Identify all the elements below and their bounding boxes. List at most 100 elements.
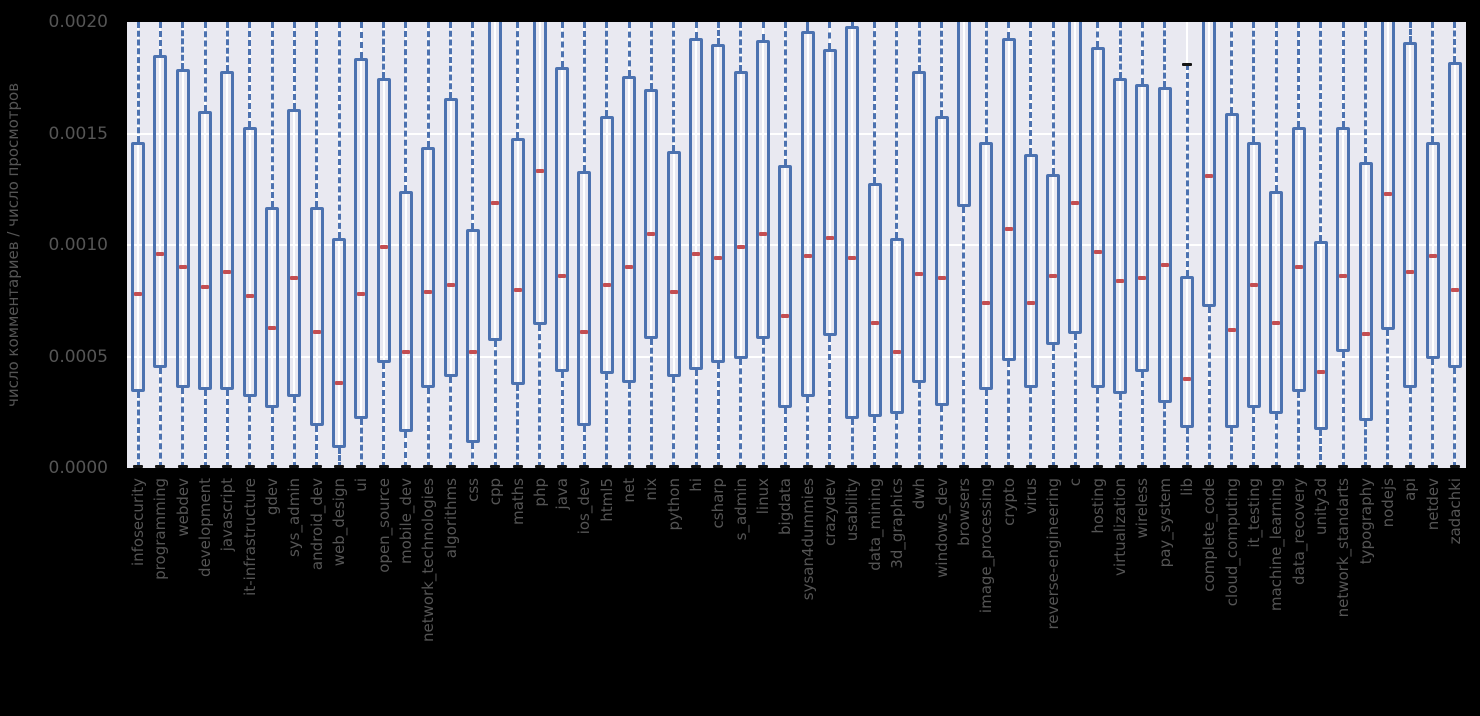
x-tick-label-virtualization: virtualization: [1111, 478, 1130, 576]
box-hosting: [1090, 46, 1105, 388]
upper-whisker: [1274, 22, 1278, 192]
median-line: [1093, 249, 1102, 254]
box-ios_dev: [577, 171, 592, 426]
x-tick-label-sysan4dummies: sysan4dummies: [798, 478, 817, 601]
median-line: [625, 265, 634, 270]
lower-whisker-cap: [311, 465, 322, 468]
lower-whisker: [181, 387, 185, 468]
y-tick-label: 0.0005: [48, 346, 108, 367]
x-tick-label-html5: html5: [597, 478, 616, 522]
vertical-gridline: [516, 22, 519, 468]
upper-whisker: [158, 22, 162, 56]
upper-whisker: [1096, 22, 1100, 47]
upper-whisker: [850, 22, 854, 27]
y-tick-label: 0.0010: [48, 235, 108, 255]
lower-whisker-cap: [423, 465, 434, 468]
lower-whisker-cap: [445, 465, 456, 468]
lower-whisker: [694, 369, 698, 468]
upper-whisker: [1118, 22, 1122, 78]
x-tick-label-usability: usability: [843, 478, 862, 542]
upper-whisker: [426, 22, 430, 147]
x-tick-label-android_dev: android_dev: [307, 478, 326, 571]
lower-whisker: [806, 396, 810, 468]
box-unity3d: [1313, 240, 1328, 431]
x-tick-label-wireless: wireless: [1133, 478, 1152, 539]
vertical-gridline: [1386, 22, 1389, 468]
lower-whisker: [1431, 358, 1435, 468]
lower-whisker-cap: [1226, 465, 1237, 468]
x-tick-label-complete_code: complete_code: [1200, 478, 1219, 592]
vertical-gridline: [360, 22, 363, 468]
vertical-gridline: [1275, 22, 1278, 468]
upper-whisker: [806, 22, 810, 31]
vertical-gridline: [404, 22, 407, 468]
x-tick-label-net: net: [620, 478, 639, 503]
lower-whisker: [605, 374, 609, 468]
median-line: [1383, 191, 1392, 196]
x-tick-label-ui: ui: [352, 478, 371, 492]
lower-whisker: [337, 447, 341, 468]
upper-whisker: [1297, 22, 1301, 127]
vertical-gridline: [1297, 22, 1300, 468]
median-line: [535, 169, 544, 174]
upper-whisker: [560, 22, 564, 67]
x-tick-label-java: java: [553, 478, 572, 510]
x-tick-label-open_source: open_source: [374, 478, 393, 573]
vertical-gridline: [226, 22, 229, 468]
median-line: [1339, 274, 1348, 279]
vertical-gridline: [1007, 22, 1010, 468]
x-tick-label-bigdata: bigdata: [776, 478, 795, 535]
lower-whisker-cap: [713, 465, 724, 468]
median-line: [491, 200, 500, 205]
lower-whisker: [1230, 427, 1234, 468]
box-dwh: [912, 71, 927, 384]
vertical-gridline: [427, 22, 430, 468]
upper-whisker: [270, 22, 274, 208]
box-algorithms: [443, 97, 458, 377]
lower-whisker: [739, 358, 743, 468]
lower-whisker: [516, 385, 520, 468]
lower-whisker-cap: [735, 465, 746, 468]
box-wireless: [1135, 84, 1150, 373]
lower-whisker: [248, 396, 252, 468]
x-tick-label-linux: linux: [754, 478, 773, 515]
x-tick-label-web_design: web_design: [330, 478, 348, 567]
lower-whisker: [1274, 414, 1278, 468]
lower-whisker-cap: [869, 465, 880, 468]
lower-whisker-cap: [1182, 465, 1193, 468]
box-netdev: [1425, 142, 1440, 359]
lower-whisker: [560, 372, 564, 468]
lower-whisker: [761, 338, 765, 468]
lower-whisker-cap: [758, 465, 769, 468]
median-line: [781, 314, 790, 319]
lower-whisker-cap: [936, 465, 947, 468]
vertical-gridline: [650, 22, 653, 468]
vertical-gridline: [1163, 22, 1166, 468]
median-line: [1294, 265, 1303, 270]
lower-whisker-cap: [222, 465, 233, 468]
upper-whisker: [1140, 22, 1144, 85]
median-line: [1071, 200, 1080, 205]
x-tick-label-infosecurity: infosecurity: [129, 478, 148, 567]
median-line: [1205, 173, 1214, 178]
x-tick-label-csharp: csharp: [709, 478, 728, 529]
median-line: [201, 285, 210, 290]
lower-whisker-cap: [1003, 465, 1014, 468]
upper-whisker: [1453, 22, 1457, 63]
vertical-gridline: [851, 22, 854, 468]
upper-whisker: [1007, 22, 1010, 38]
lower-whisker-cap: [1360, 465, 1371, 468]
x-tick-label-hosting: hosting: [1088, 478, 1107, 534]
median-line: [379, 245, 388, 250]
lower-whisker-cap: [1137, 465, 1148, 468]
vertical-gridline: [762, 22, 765, 468]
vertical-gridline: [1342, 22, 1345, 468]
median-line: [848, 256, 857, 261]
upper-whisker: [672, 22, 676, 152]
lower-whisker: [1140, 372, 1144, 468]
box-hi: [689, 37, 704, 370]
median-line: [759, 231, 768, 236]
vertical-gridline: [204, 22, 207, 468]
lower-whisker-cap: [534, 465, 545, 468]
x-tick-label-data_mining: data_mining: [865, 478, 884, 571]
